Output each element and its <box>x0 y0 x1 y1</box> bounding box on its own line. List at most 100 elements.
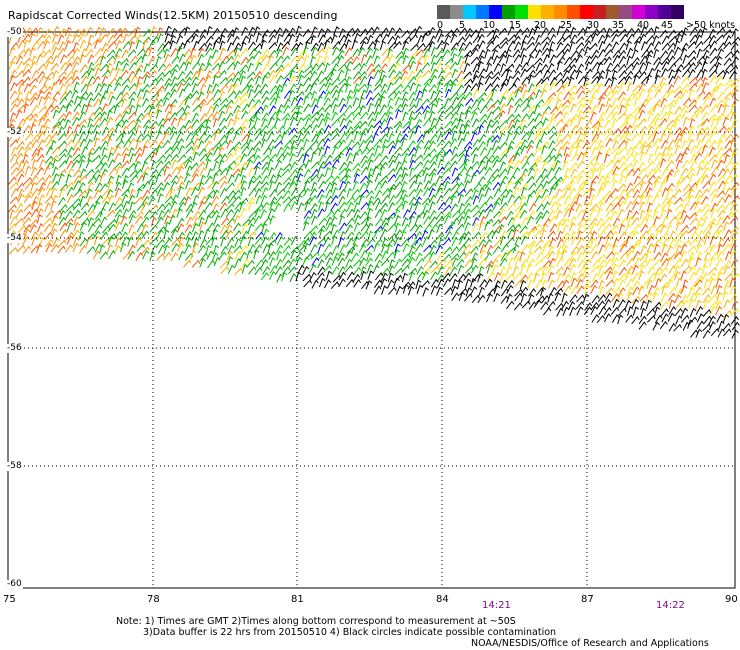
wind-barb <box>169 34 177 45</box>
wind-barb <box>309 225 319 234</box>
wind-barb <box>457 55 465 65</box>
wind-barb <box>192 151 199 162</box>
wind-barb <box>444 105 454 113</box>
wind-barb <box>241 230 249 240</box>
wind-barb <box>540 63 549 73</box>
wind-barb <box>218 134 227 143</box>
wind-barb <box>631 217 640 226</box>
wind-barb <box>422 130 430 140</box>
wind-barb <box>667 99 677 107</box>
wind-barb <box>50 139 57 150</box>
wind-barb <box>360 238 369 247</box>
wind-barb <box>591 168 599 178</box>
wind-barb <box>416 284 424 294</box>
wind-barb <box>29 32 36 43</box>
wind-barb <box>374 201 383 211</box>
wind-barb <box>569 294 578 303</box>
wind-barb <box>177 201 186 211</box>
wind-barb <box>507 124 516 134</box>
wind-barb <box>339 208 348 218</box>
wind-barb <box>37 146 44 157</box>
wind-barb <box>325 270 333 281</box>
wind-barb <box>331 111 339 121</box>
wind-barb <box>136 96 143 106</box>
wind-barb <box>647 223 656 233</box>
wind-barb <box>731 147 739 157</box>
wind-barb <box>246 55 255 64</box>
wind-barb <box>478 124 485 135</box>
wind-barb <box>303 103 312 113</box>
wind-barb <box>149 210 158 220</box>
wind-barb <box>716 175 726 184</box>
wind-barb <box>394 243 401 253</box>
wind-barb <box>505 250 512 260</box>
wind-barb <box>16 91 24 101</box>
wind-barb <box>45 187 53 197</box>
wind-barb <box>687 256 695 266</box>
wind-barb <box>414 214 422 225</box>
wind-barb <box>512 131 521 141</box>
wind-barb <box>648 67 656 77</box>
wind-barb <box>8 118 16 128</box>
wind-barb <box>128 97 136 107</box>
wind-barb <box>389 258 396 269</box>
wind-barb <box>393 90 402 99</box>
wind-barb <box>486 29 496 38</box>
wind-barb <box>197 161 206 170</box>
wind-barb <box>400 180 408 191</box>
wind-barb <box>372 132 379 143</box>
wind-barb <box>724 83 734 92</box>
wind-barb <box>521 104 531 113</box>
wind-barb <box>183 48 192 58</box>
wind-barb <box>309 188 318 197</box>
wind-barb <box>52 91 61 100</box>
wind-barb <box>528 288 537 297</box>
wind-barb <box>260 259 269 268</box>
wind-barb <box>247 231 257 239</box>
wind-barb <box>576 278 584 288</box>
wind-barb <box>268 167 275 177</box>
wind-barb <box>547 300 556 310</box>
wind-barb <box>156 27 163 37</box>
wind-barb <box>603 179 611 189</box>
wind-barb <box>730 258 739 268</box>
wind-barb <box>639 201 646 211</box>
wind-barb <box>323 243 332 253</box>
wind-barb <box>484 252 493 261</box>
wind-barb <box>590 250 599 260</box>
wind-barb <box>540 272 547 282</box>
wind-barb <box>233 214 241 225</box>
wind-barb <box>157 42 166 52</box>
wind-barb <box>15 208 24 218</box>
wind-barb <box>248 47 257 57</box>
wind-barb <box>584 89 592 99</box>
wind-barb <box>101 42 109 52</box>
wind-barb <box>421 88 428 99</box>
wind-barb <box>150 244 158 255</box>
wind-barb <box>620 239 629 248</box>
wind-barb <box>696 120 706 129</box>
wind-barb <box>232 189 241 198</box>
wind-barb <box>696 131 704 141</box>
wind-barb <box>575 301 585 310</box>
wind-barb <box>260 124 269 134</box>
wind-barb <box>625 314 634 323</box>
wind-barb <box>506 113 515 122</box>
wind-barb <box>660 111 669 121</box>
wind-barb <box>304 175 313 185</box>
wind-barb <box>310 139 319 148</box>
wind-barb <box>373 139 383 148</box>
wind-barb <box>430 90 438 100</box>
wind-barb <box>722 284 730 295</box>
wind-barb <box>310 63 319 72</box>
wind-barb <box>330 281 340 290</box>
wind-barb <box>675 203 684 211</box>
wind-barb <box>339 82 348 91</box>
wind-barb <box>353 201 360 212</box>
wind-barb <box>394 173 403 183</box>
wind-barb <box>22 153 29 164</box>
wind-barb <box>715 224 724 233</box>
wind-barb <box>163 229 170 239</box>
wind-barb <box>10 82 18 92</box>
